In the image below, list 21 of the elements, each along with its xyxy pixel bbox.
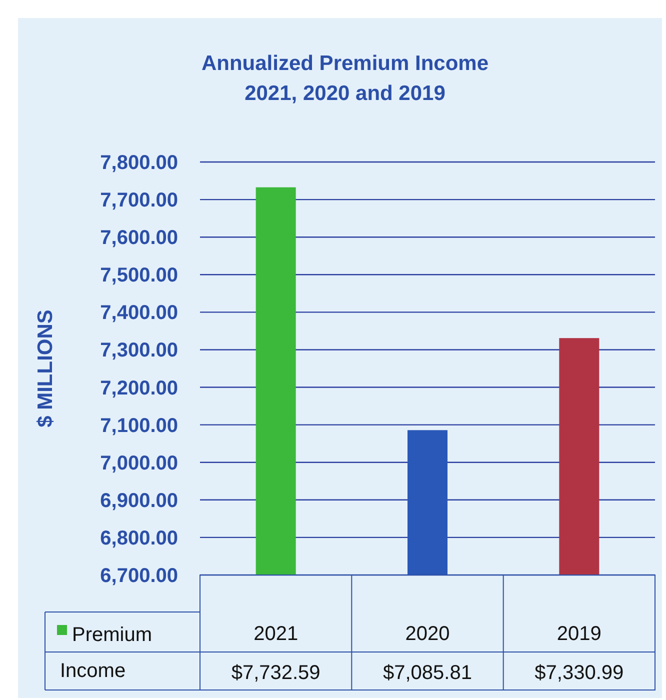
data-label: $7,330.99	[534, 662, 624, 684]
y-tick-label: 6,800.00	[100, 527, 178, 550]
y-tick-label: 7,200.00	[100, 377, 178, 400]
data-label: $7,732.59	[231, 662, 320, 684]
y-axis-title: $ MILLIONS	[34, 310, 57, 428]
y-tick-label: 7,700.00	[100, 190, 178, 212]
x-tick-label: 2020	[405, 623, 450, 645]
y-tick-label: 6,900.00	[100, 490, 178, 512]
y-tick-label: 7,000.00	[100, 452, 178, 474]
data-label: $7,085.81	[383, 662, 472, 684]
y-tick-label: 7,800.00	[100, 152, 178, 174]
y-tick-label: 7,600.00	[100, 227, 178, 250]
x-tick-label: 2021	[254, 623, 298, 645]
y-tick-label: 6,700.00	[100, 565, 178, 587]
x-tick-label: 2019	[556, 623, 602, 645]
y-tick-label: 7,100.00	[100, 414, 178, 437]
legend-label: Premium Income	[60, 624, 152, 682]
chart-title: Annualized Premium Income 2021, 2020 and 2019	[201, 52, 489, 105]
y-tick-label: 7,400.00	[100, 302, 178, 324]
y-tick-label: 7,500.00	[100, 264, 178, 287]
y-tick-label: 7,300.00	[100, 340, 178, 362]
